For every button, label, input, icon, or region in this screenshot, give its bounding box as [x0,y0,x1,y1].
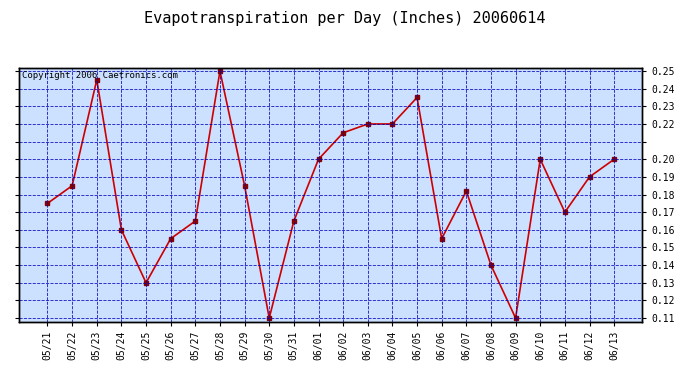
Text: Evapotranspiration per Day (Inches) 20060614: Evapotranspiration per Day (Inches) 2006… [144,11,546,26]
Text: Copyright 2006 Caetronics.com: Copyright 2006 Caetronics.com [22,71,178,80]
